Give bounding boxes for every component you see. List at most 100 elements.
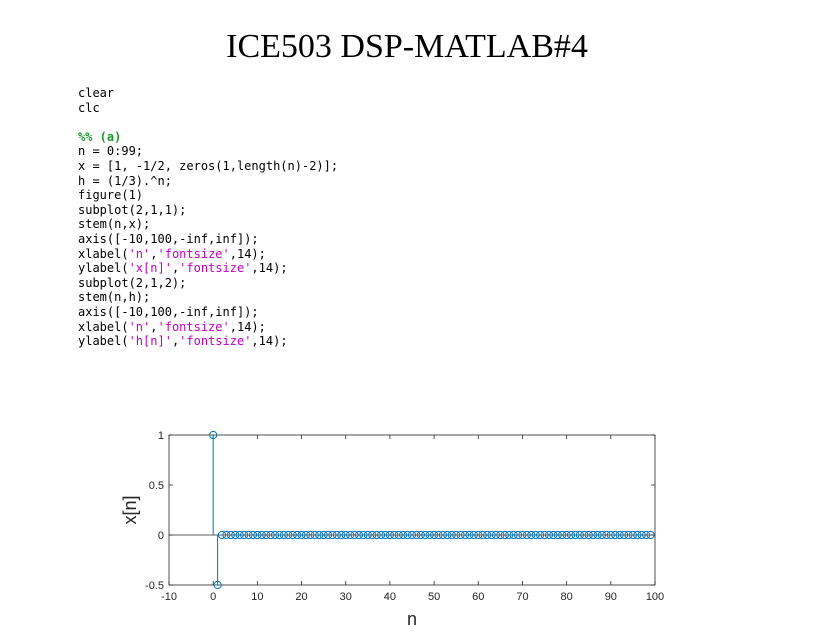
y-tick-label: 0.5 <box>149 480 164 492</box>
code-line: axis([-10,100,-inf,inf]); <box>78 232 338 247</box>
stem-marker <box>368 530 377 540</box>
x-tick-label: 20 <box>295 591 307 603</box>
stem-marker <box>469 530 478 540</box>
stem-marker <box>566 530 576 540</box>
stem-marker <box>257 530 266 540</box>
stem-marker <box>531 530 540 540</box>
stem-marker <box>434 530 443 540</box>
stem-marker <box>253 530 262 540</box>
stem-marker <box>240 530 249 540</box>
stem-marker <box>606 530 615 540</box>
x-tick-label: 30 <box>340 591 352 603</box>
stem-marker <box>646 530 655 540</box>
stem-marker <box>372 530 381 540</box>
stem-marker <box>553 530 562 540</box>
code-line: clc <box>78 101 338 116</box>
stem-marker <box>509 530 518 540</box>
y-tick-label: -0.5 <box>145 580 164 592</box>
stem-marker <box>323 530 333 540</box>
stem-marker <box>359 530 368 540</box>
stem-marker <box>558 530 567 540</box>
code-text: , <box>150 246 158 261</box>
x-tick-label: 10 <box>251 591 263 603</box>
code-text: xlabel( <box>78 246 129 261</box>
stem-marker <box>425 530 434 540</box>
stem-marker <box>474 530 483 540</box>
code-line: axis([-10,100,-inf,inf]); <box>78 305 338 320</box>
code-line: ylabel('x[n]','fontsize',14); <box>78 261 338 276</box>
code-line: x = [1, -1/2, zeros(1,length(n)-2)]; <box>78 159 338 174</box>
stem-marker <box>549 530 558 540</box>
stem-marker <box>597 530 607 540</box>
stem-marker <box>421 530 430 540</box>
x-tick-label: 0 <box>210 591 216 603</box>
stem-marker <box>270 530 280 540</box>
code-line: subplot(2,1,2); <box>78 276 338 291</box>
code-text: ,14); <box>229 319 266 334</box>
stem-marker <box>505 530 514 540</box>
stem-marker <box>319 530 328 540</box>
stem-marker <box>288 530 297 540</box>
stem-marker <box>513 530 523 540</box>
code-text: ,14); <box>251 334 288 349</box>
stem-marker <box>346 530 355 540</box>
code-text: subplot(2,1,1); <box>78 202 187 217</box>
stem-marker <box>381 530 390 540</box>
stem-marker <box>633 530 642 540</box>
stem-marker <box>527 530 536 540</box>
stem-marker <box>310 530 319 540</box>
stem-marker <box>284 530 293 540</box>
x-tick-label: -10 <box>161 591 177 603</box>
stem-marker <box>337 530 346 540</box>
stem-marker <box>412 530 421 540</box>
code-string: 'fontsize' <box>179 334 252 349</box>
stem-marker <box>465 530 474 540</box>
stem-marker <box>231 530 240 540</box>
axes-box <box>168 434 656 586</box>
code-text: stem(n,h); <box>78 290 151 305</box>
stem-marker <box>540 530 549 540</box>
code-line: subplot(2,1,1); <box>78 203 338 218</box>
code-text: stem(n,x); <box>78 217 151 232</box>
x-tick-label: 100 <box>646 591 664 603</box>
stem-marker <box>248 530 258 540</box>
x-tick-label: 40 <box>384 591 396 603</box>
code-text: ,14); <box>251 261 288 276</box>
code-line: stem(n,h); <box>78 290 338 305</box>
stem-marker <box>496 530 505 540</box>
stem-marker <box>522 530 531 540</box>
stem-marker <box>447 530 456 540</box>
code-line: xlabel('n','fontsize',14); <box>78 320 338 335</box>
stem-marker <box>394 530 403 540</box>
code-line <box>78 115 338 130</box>
stem-marker <box>452 530 461 540</box>
stem-marker <box>624 530 633 540</box>
stem-marker <box>306 530 315 540</box>
code-text: axis([-10,100,-inf,inf]); <box>78 231 259 246</box>
stem-marker <box>589 530 598 540</box>
y-tick-label: 1 <box>158 430 164 442</box>
code-line: n = 0:99; <box>78 144 338 159</box>
code-line: ylabel('h[n]','fontsize',14); <box>78 334 338 349</box>
stem-marker <box>385 530 395 540</box>
code-string: 'n' <box>128 319 151 334</box>
x-tick-label: 50 <box>428 591 440 603</box>
code-line: stem(n,x); <box>78 217 338 232</box>
stem-marker <box>602 530 611 540</box>
code-text: clc <box>78 100 100 115</box>
code-string: 'n' <box>128 246 151 261</box>
stem-marker <box>399 530 408 540</box>
stem-marker <box>487 530 496 540</box>
stem-marker <box>562 530 571 540</box>
stem-marker <box>615 530 624 540</box>
stem-marker <box>460 530 470 540</box>
stem-marker <box>244 530 253 540</box>
stem-marker <box>478 530 487 540</box>
stem-marker <box>619 530 629 540</box>
code-text: n = 0:99; <box>78 144 144 159</box>
stem-marker <box>491 530 501 540</box>
code-comment: %% (a) <box>78 129 122 144</box>
x-tick-label: 60 <box>472 591 484 603</box>
stem-marker <box>628 530 638 540</box>
stem-marker <box>209 430 218 440</box>
